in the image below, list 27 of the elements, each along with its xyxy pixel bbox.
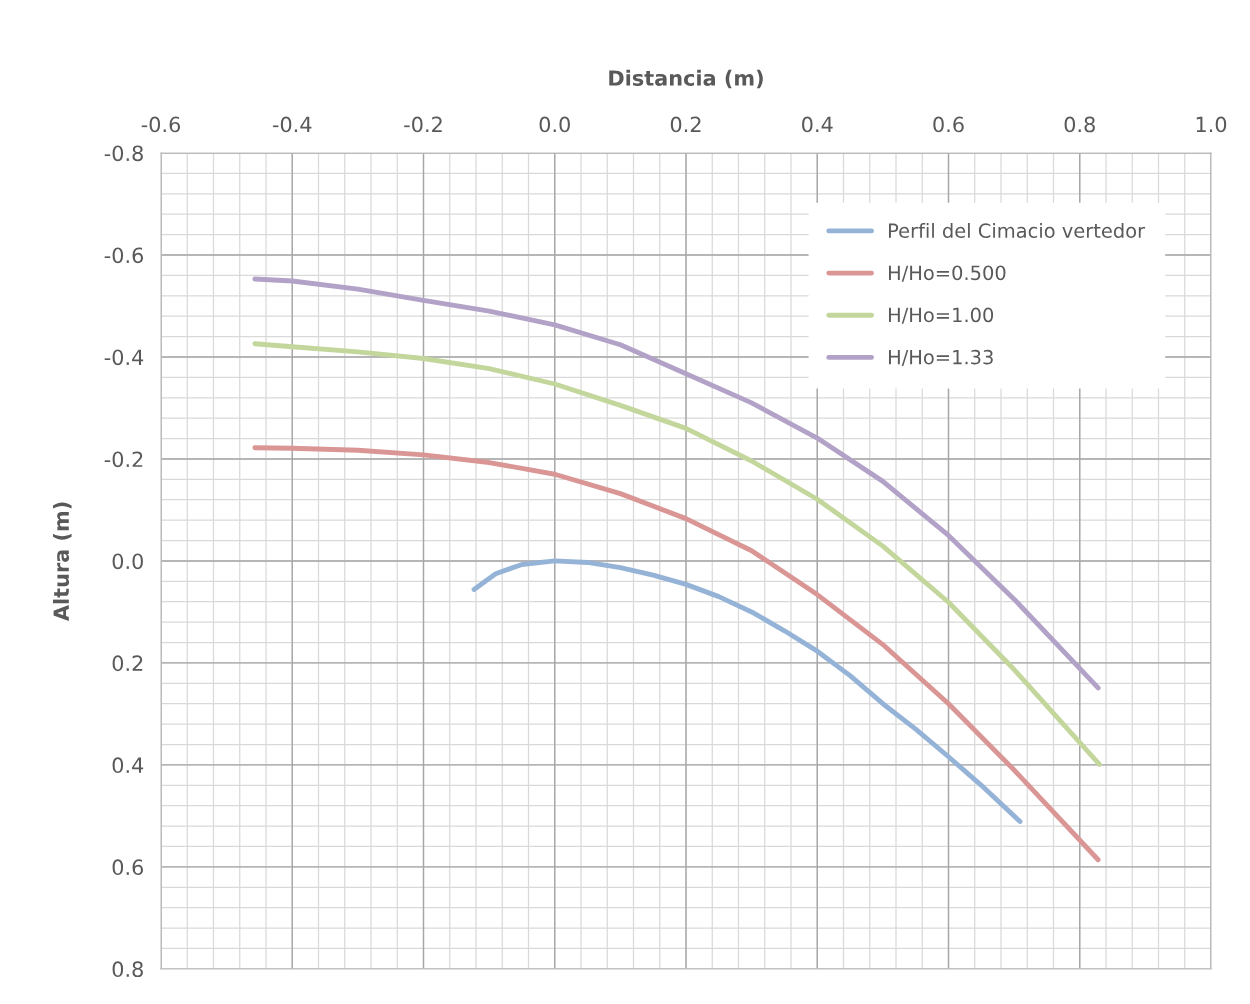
y-tick-label: 0.2 <box>112 655 143 672</box>
y-tick-label: -0.8 <box>104 145 143 162</box>
x-tick-label: -0.6 <box>141 116 181 133</box>
x-axis-title: Distancia (m) <box>609 69 763 89</box>
y-tick-label: -0.6 <box>104 247 144 264</box>
y-tick-label: 0.0 <box>112 553 143 570</box>
y-tick-label: -0.4 <box>104 349 144 366</box>
y-tick-label: 0.4 <box>112 757 144 774</box>
x-tick-label: -0.2 <box>404 116 442 133</box>
x-tick-label: 0.0 <box>539 116 570 133</box>
y-tick-label: -0.2 <box>104 451 143 468</box>
y-tick-label: 0.8 <box>112 961 143 978</box>
x-tick-label: 1.0 <box>1196 116 1227 133</box>
line-series <box>471 558 1023 824</box>
y-axis-title: Altura (m) <box>52 502 72 622</box>
x-tick-label: 0.8 <box>1064 116 1095 133</box>
legend-label: H/Ho=1.00 <box>889 307 994 324</box>
legend-label: H/Ho=0.500 <box>889 265 1006 282</box>
line-series <box>252 445 1101 863</box>
legend-label: H/Ho=1.33 <box>889 349 993 366</box>
y-tick-label: 0.6 <box>112 859 144 876</box>
x-tick-label: 0.6 <box>933 116 964 133</box>
x-tick-label: -0.4 <box>272 116 312 133</box>
legend-label: Perfil del Cimacio vertedor <box>889 222 1146 239</box>
x-tick-label: 0.4 <box>802 116 833 133</box>
line-series <box>252 341 1102 767</box>
x-tick-label: 0.2 <box>670 116 701 133</box>
